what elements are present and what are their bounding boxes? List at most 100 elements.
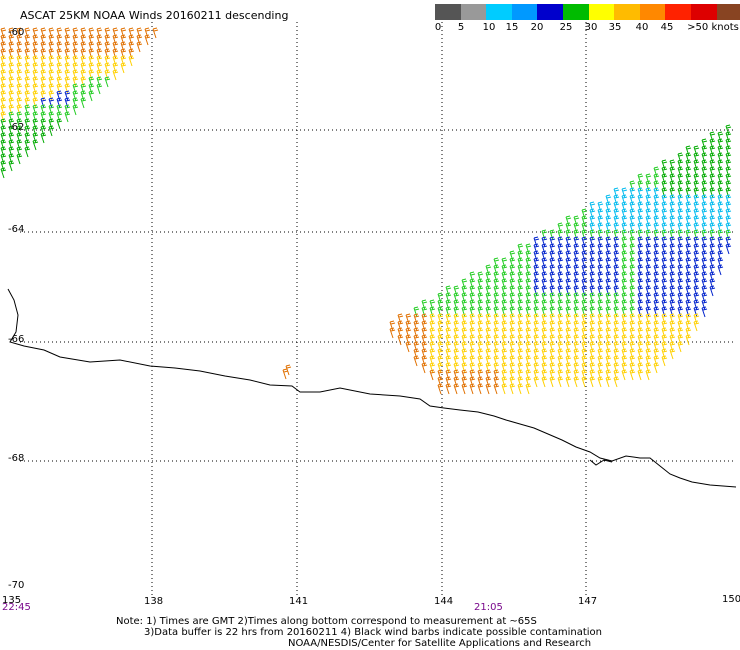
wind-barb: [549, 355, 556, 367]
time-start: 22:45: [2, 602, 31, 613]
wind-barb: [589, 278, 596, 290]
wind-barb: [597, 201, 604, 213]
wind-barb: [685, 236, 692, 248]
wind-barb: [453, 362, 460, 374]
wind-barb: [669, 299, 676, 311]
wind-barb: [557, 369, 564, 381]
wind-barb: [653, 236, 660, 248]
wind-barb: [421, 355, 428, 367]
wind-barb: [533, 257, 540, 269]
wind-barb: [0, 27, 7, 39]
wind-barb: [613, 208, 620, 220]
colorbar-swatch: [486, 4, 512, 20]
wind-barb: [661, 292, 668, 304]
wind-barb: [461, 278, 468, 290]
wind-barb: [437, 299, 444, 311]
wind-barb: [565, 257, 572, 269]
wind-barb: [725, 222, 732, 234]
wind-barb: [685, 152, 692, 164]
wind-barb: [64, 90, 71, 102]
wind-barb: [24, 111, 31, 123]
wind-barb: [477, 369, 484, 381]
wind-barb: [621, 306, 628, 318]
wind-barb: [677, 201, 684, 213]
wind-barb: [16, 69, 23, 81]
wind-barb: [72, 34, 79, 46]
wind-barb: [669, 271, 676, 283]
wind-barb: [605, 376, 612, 388]
wind-barb: [469, 278, 476, 290]
wind-barb: [621, 264, 628, 276]
lat-label-60: -60: [8, 27, 25, 38]
wind-barb: [509, 313, 516, 325]
wind-barb: [605, 208, 612, 220]
wind-barb: [581, 236, 588, 248]
wind-barb: [501, 341, 508, 353]
wind-barb: [685, 215, 692, 227]
wind-barb: [461, 348, 468, 360]
wind-barb: [589, 264, 596, 276]
wind-barb: [677, 334, 684, 346]
wind-barb: [525, 278, 532, 290]
wind-barb: [677, 341, 684, 353]
wind-barb: [445, 376, 452, 388]
wind-barb: [453, 383, 460, 395]
wind-barb: [557, 306, 564, 318]
lat-label-62: -62: [8, 122, 25, 133]
wind-barb: [661, 264, 668, 276]
wind-barb: [701, 222, 708, 234]
wind-barb: [653, 194, 660, 206]
wind-barb: [685, 201, 692, 213]
wind-barb: [629, 257, 636, 269]
wind-barb: [629, 264, 636, 276]
wind-barb: [565, 355, 572, 367]
wind-barb: [717, 264, 724, 276]
wind-barb: [437, 320, 444, 332]
wind-barb: [8, 41, 15, 53]
wind-barb: [437, 313, 444, 325]
wind-barb: [24, 55, 31, 67]
wind-barb: [717, 257, 724, 269]
wind-barb: [581, 278, 588, 290]
wind-barb: [709, 138, 716, 150]
wind-barb: [669, 180, 676, 192]
wind-barb: [525, 243, 532, 255]
wind-barb: [88, 55, 95, 67]
wind-barb: [685, 257, 692, 269]
wind-barb: [653, 243, 660, 255]
wind-barb: [557, 222, 564, 234]
wind-barb: [48, 62, 55, 74]
wind-barb: [677, 264, 684, 276]
wind-barb: [629, 194, 636, 206]
wind-barb: [693, 250, 700, 262]
wind-barb: [685, 180, 692, 192]
colorbar-swatch: [435, 4, 461, 20]
wind-barb: [685, 306, 692, 318]
wind-barb: [557, 264, 564, 276]
wind-barb: [453, 313, 460, 325]
map-title: ASCAT 25KM NOAA Winds 20160211 descendin…: [20, 9, 289, 22]
wind-barb: [573, 222, 580, 234]
wind-barb: [32, 62, 39, 74]
wind-barb: [477, 327, 484, 339]
wind-barb: [701, 180, 708, 192]
wind-barb: [693, 208, 700, 220]
wind-barb: [669, 257, 676, 269]
wind-barb: [581, 306, 588, 318]
wind-barb: [677, 292, 684, 304]
wind-barb: [669, 264, 676, 276]
wind-barb: [693, 229, 700, 241]
wind-barb: [501, 383, 508, 395]
wind-barb: [445, 348, 452, 360]
wind-barb: [661, 299, 668, 311]
wind-barb: [112, 34, 119, 46]
wind-barb: [0, 139, 7, 151]
wind-barb: [621, 285, 628, 297]
wind-barb: [469, 313, 476, 325]
wind-barb: [613, 306, 620, 318]
wind-barb: [541, 299, 548, 311]
wind-barb: [32, 118, 39, 130]
wind-barb: [8, 146, 15, 158]
wind-barb: [637, 173, 644, 185]
wind-barb: [573, 299, 580, 311]
